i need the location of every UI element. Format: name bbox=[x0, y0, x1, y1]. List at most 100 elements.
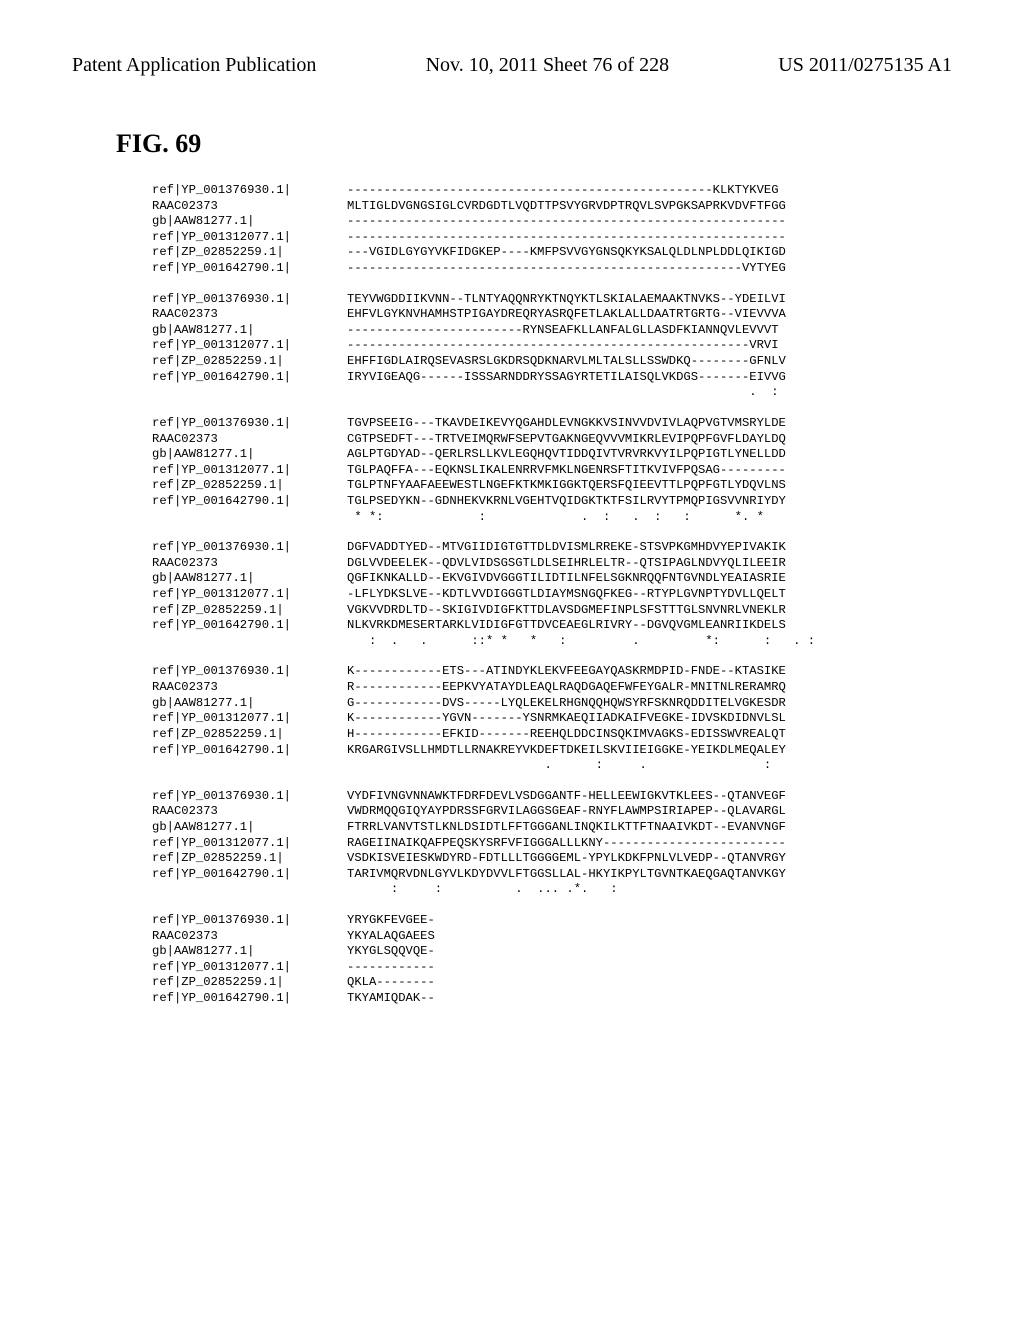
sequence-label: ref|YP_001376930.1| bbox=[152, 664, 347, 680]
alignment-row: gb|AAW81277.1|------------------------RY… bbox=[152, 323, 1024, 339]
sequence-label: ref|YP_001642790.1| bbox=[152, 867, 347, 883]
block-gap bbox=[152, 525, 1024, 540]
consensus-row: : : . ... .*. : bbox=[152, 882, 1024, 898]
sequence-label: ref|YP_001642790.1| bbox=[152, 743, 347, 759]
sequence-label: ref|YP_001376930.1| bbox=[152, 540, 347, 556]
alignment-row: ref|YP_001376930.1|DGFVADDTYED--MTVGIIDI… bbox=[152, 540, 1024, 556]
alignment-row: ref|ZP_02852259.1|VGKVVDRDLTD--SKIGIVDIG… bbox=[152, 603, 1024, 619]
page-header: Patent Application Publication Nov. 10, … bbox=[0, 0, 1024, 77]
alignment-row: ref|YP_001642790.1|KRGARGIVSLLHMDTLLRNAK… bbox=[152, 743, 1024, 759]
alignment-row: RAAC02373VWDRMQQGIQYAYPDRSSFGRVILAGGSGEA… bbox=[152, 804, 1024, 820]
block-gap bbox=[152, 898, 1024, 913]
alignment-row: RAAC02373R------------EEPKVYATAYDLEAQLRA… bbox=[152, 680, 1024, 696]
sequence-label: ref|YP_001376930.1| bbox=[152, 183, 347, 199]
sequence-label: RAAC02373 bbox=[152, 680, 347, 696]
alignment-row: gb|AAW81277.1|AGLPTGDYAD--QERLRSLLKVLEGQ… bbox=[152, 447, 1024, 463]
sequence-label: gb|AAW81277.1| bbox=[152, 214, 347, 230]
alignment-row: ref|YP_001312077.1|---------------------… bbox=[152, 338, 1024, 354]
sequence-label: ref|ZP_02852259.1| bbox=[152, 727, 347, 743]
sequence-label: gb|AAW81277.1| bbox=[152, 944, 347, 960]
header-line: Patent Application Publication Nov. 10, … bbox=[72, 54, 952, 77]
alignment-row: ref|YP_001642790.1|TGLPSEDYKN--GDNHEKVKR… bbox=[152, 494, 1024, 510]
alignment-row: ref|YP_001312077.1|TGLPAQFFA---EQKNSLIKA… bbox=[152, 463, 1024, 479]
sequence-label: ref|ZP_02852259.1| bbox=[152, 245, 347, 261]
block-gap bbox=[152, 401, 1024, 416]
sequence-label: RAAC02373 bbox=[152, 199, 347, 215]
alignment-row: ref|YP_001642790.1|---------------------… bbox=[152, 261, 1024, 277]
alignment-row: ref|YP_001312077.1|RAGEIINAIKQAFPEQSKYSR… bbox=[152, 836, 1024, 852]
sequence-label: gb|AAW81277.1| bbox=[152, 820, 347, 836]
alignment-row: ref|YP_001642790.1|IRYVIGEAQG------ISSSA… bbox=[152, 370, 1024, 386]
alignment-row: ref|YP_001376930.1|K------------ETS---AT… bbox=[152, 664, 1024, 680]
alignment-row: RAAC02373YKYALAQGAEES bbox=[152, 929, 1024, 945]
alignment-row: ref|YP_001376930.1|TGVPSEEIG---TKAVDEIKE… bbox=[152, 416, 1024, 432]
sequence-label: ref|YP_001312077.1| bbox=[152, 836, 347, 852]
sequence-label: ref|YP_001642790.1| bbox=[152, 618, 347, 634]
sequence-alignment: ref|YP_001376930.1|---------------------… bbox=[152, 183, 1024, 1007]
sequence-label: ref|YP_001642790.1| bbox=[152, 261, 347, 277]
sequence-label: ref|YP_001642790.1| bbox=[152, 494, 347, 510]
alignment-row: ref|YP_001642790.1|TKYAMIQDAK-- bbox=[152, 991, 1024, 1007]
consensus-row: . : bbox=[152, 385, 1024, 401]
block-gap bbox=[152, 649, 1024, 664]
sequence-label: RAAC02373 bbox=[152, 307, 347, 323]
alignment-row: gb|AAW81277.1|YKYGLSQQVQE- bbox=[152, 944, 1024, 960]
consensus-row: * *: : . : . : : *. * bbox=[152, 510, 1024, 526]
alignment-row: gb|AAW81277.1|G------------DVS-----LYQLE… bbox=[152, 696, 1024, 712]
sequence-label: ref|YP_001312077.1| bbox=[152, 711, 347, 727]
block-gap bbox=[152, 277, 1024, 292]
sequence-label: RAAC02373 bbox=[152, 804, 347, 820]
alignment-row: ref|YP_001312077.1|K------------YGVN----… bbox=[152, 711, 1024, 727]
sequence-label: ref|ZP_02852259.1| bbox=[152, 354, 347, 370]
alignment-row: ref|ZP_02852259.1|TGLPTNFYAAFAEEWESTLNGE… bbox=[152, 478, 1024, 494]
sequence-label: ref|ZP_02852259.1| bbox=[152, 478, 347, 494]
alignment-row: ref|YP_001312077.1|-LFLYDKSLVE--KDTLVVDI… bbox=[152, 587, 1024, 603]
sequence-label: RAAC02373 bbox=[152, 432, 347, 448]
sequence-label: ref|YP_001376930.1| bbox=[152, 789, 347, 805]
figure-label: FIG. 69 bbox=[116, 129, 1024, 159]
sequence-label: ref|YP_001312077.1| bbox=[152, 338, 347, 354]
block-gap bbox=[152, 774, 1024, 789]
sequence-label: ref|ZP_02852259.1| bbox=[152, 975, 347, 991]
alignment-row: ref|YP_001376930.1|VYDFIVNGVNNAWKTFDRFDE… bbox=[152, 789, 1024, 805]
consensus-row: : . . ::* * * : . *: : . : bbox=[152, 634, 1024, 650]
alignment-row: ref|YP_001376930.1|YRYGKFEVGEE- bbox=[152, 913, 1024, 929]
alignment-row: RAAC02373MLTIGLDVGNGSIGLCVRDGDTLVQDTTPSV… bbox=[152, 199, 1024, 215]
alignment-row: ref|YP_001376930.1|TEYVWGDDIIKVNN--TLNTY… bbox=[152, 292, 1024, 308]
header-left: Patent Application Publication bbox=[72, 54, 316, 77]
header-right: US 2011/0275135 A1 bbox=[778, 54, 952, 77]
sequence-label: ref|ZP_02852259.1| bbox=[152, 603, 347, 619]
sequence-label: gb|AAW81277.1| bbox=[152, 323, 347, 339]
alignment-row: RAAC02373CGTPSEDFT---TRTVEIMQRWFSEPVTGAK… bbox=[152, 432, 1024, 448]
alignment-row: ref|YP_001642790.1|NLKVRKDMESERTARKLVIDI… bbox=[152, 618, 1024, 634]
sequence-label: gb|AAW81277.1| bbox=[152, 447, 347, 463]
sequence-label: ref|YP_001312077.1| bbox=[152, 587, 347, 603]
sequence-label: ref|ZP_02852259.1| bbox=[152, 851, 347, 867]
alignment-row: ref|ZP_02852259.1|VSDKISVEIESKWDYRD-FDTL… bbox=[152, 851, 1024, 867]
alignment-row: gb|AAW81277.1|QGFIKNKALLD--EKVGIVDVGGGTI… bbox=[152, 571, 1024, 587]
sequence-label: ref|YP_001642790.1| bbox=[152, 991, 347, 1007]
alignment-row: ref|YP_001312077.1|------------ bbox=[152, 960, 1024, 976]
alignment-row: ref|ZP_02852259.1|H------------EFKID----… bbox=[152, 727, 1024, 743]
alignment-row: ref|ZP_02852259.1|---VGIDLGYGYVKFIDGKEP-… bbox=[152, 245, 1024, 261]
sequence-label: ref|YP_001312077.1| bbox=[152, 960, 347, 976]
sequence-label: gb|AAW81277.1| bbox=[152, 696, 347, 712]
sequence-label: RAAC02373 bbox=[152, 929, 347, 945]
alignment-row: ref|ZP_02852259.1|EHFFIGDLAIRQSEVASRSLGK… bbox=[152, 354, 1024, 370]
alignment-row: ref|YP_001376930.1|---------------------… bbox=[152, 183, 1024, 199]
sequence-label: ref|YP_001376930.1| bbox=[152, 913, 347, 929]
header-center: Nov. 10, 2011 Sheet 76 of 228 bbox=[426, 54, 670, 77]
sequence-label: ref|YP_001642790.1| bbox=[152, 370, 347, 386]
sequence-label: ref|YP_001376930.1| bbox=[152, 416, 347, 432]
consensus-row: . : . : bbox=[152, 758, 1024, 774]
alignment-row: RAAC02373EHFVLGYKNVHAMHSTPIGAYDREQRYASRQ… bbox=[152, 307, 1024, 323]
sequence-label: RAAC02373 bbox=[152, 556, 347, 572]
sequence-label: ref|YP_001312077.1| bbox=[152, 463, 347, 479]
sequence-label: gb|AAW81277.1| bbox=[152, 571, 347, 587]
alignment-row: RAAC02373DGLVVDEELEK--QDVLVIDSGSGTLDLSEI… bbox=[152, 556, 1024, 572]
alignment-row: gb|AAW81277.1|FTRRLVANVTSTLKNLDSIDTLFFTG… bbox=[152, 820, 1024, 836]
sequence-label: ref|YP_001312077.1| bbox=[152, 230, 347, 246]
alignment-row: ref|YP_001642790.1|TARIVMQRVDNLGYVLKDYDV… bbox=[152, 867, 1024, 883]
alignment-row: ref|YP_001312077.1|---------------------… bbox=[152, 230, 1024, 246]
alignment-row: gb|AAW81277.1|--------------------------… bbox=[152, 214, 1024, 230]
